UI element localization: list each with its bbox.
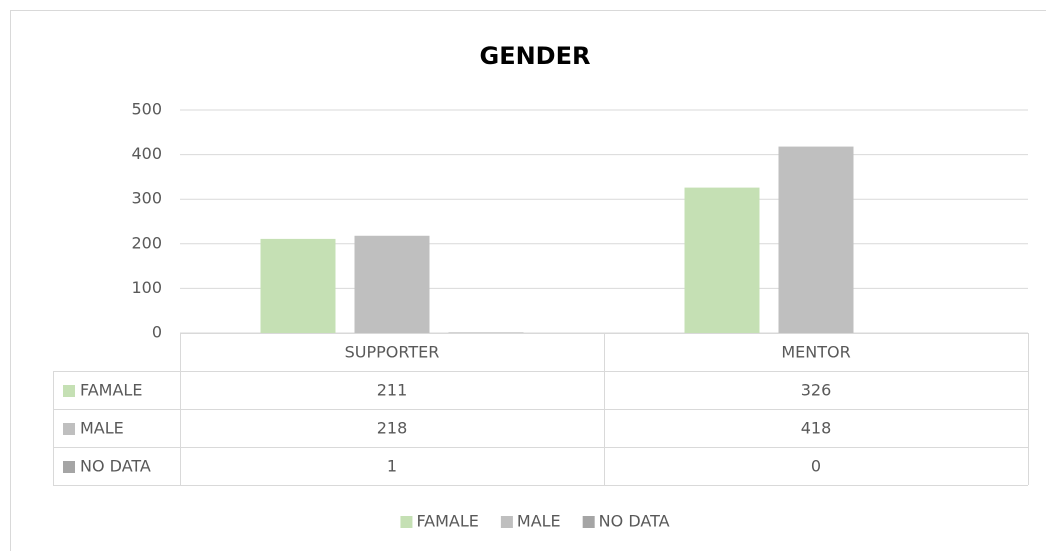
table-row-label: MALE: [80, 419, 124, 438]
table-legend-key: [63, 385, 75, 397]
table-cell: 0: [811, 457, 821, 476]
table-cell: 1: [387, 457, 397, 476]
bar: [354, 235, 430, 333]
y-tick-label: 300: [131, 189, 162, 208]
table-row-label: FAMALE: [80, 381, 142, 400]
table-cell: 418: [801, 419, 832, 438]
legend-key: [500, 516, 513, 528]
y-tick-label: 0: [152, 323, 162, 342]
bar: [778, 146, 854, 333]
legend-label: NO DATA: [599, 512, 670, 531]
y-tick-label: 100: [131, 278, 162, 297]
table-legend-key: [63, 461, 75, 473]
table-cell: 218: [377, 419, 408, 438]
y-tick-label: 500: [131, 100, 162, 119]
legend-key: [582, 516, 595, 528]
bar: [260, 238, 336, 333]
legend-key: [400, 516, 413, 528]
table-legend-key: [63, 423, 75, 435]
chart-frame: [10, 10, 1046, 551]
x-tick-label: MENTOR: [781, 343, 850, 362]
legend-label: FAMALE: [416, 512, 478, 531]
bar: [684, 187, 760, 333]
legend-label: MALE: [517, 512, 561, 531]
x-tick-label: SUPPORTER: [345, 343, 440, 362]
table-row-label: NO DATA: [80, 457, 151, 476]
y-tick-label: 400: [131, 144, 162, 163]
table-cell: 211: [377, 381, 408, 400]
y-tick-label: 200: [131, 233, 162, 252]
chart-title: GENDER: [480, 42, 591, 70]
table-cell: 326: [801, 381, 832, 400]
